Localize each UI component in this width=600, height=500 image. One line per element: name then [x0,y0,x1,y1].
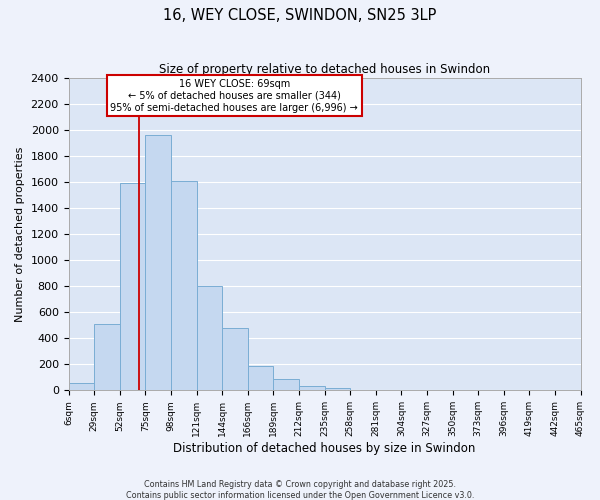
Text: 16, WEY CLOSE, SWINDON, SN25 3LP: 16, WEY CLOSE, SWINDON, SN25 3LP [163,8,437,22]
Bar [325,388,350,390]
Y-axis label: Number of detached properties: Number of detached properties [15,146,25,322]
Bar [145,136,171,390]
Bar [68,383,94,390]
Text: Contains HM Land Registry data © Crown copyright and database right 2025.
Contai: Contains HM Land Registry data © Crown c… [126,480,474,500]
Text: 16 WEY CLOSE: 69sqm
← 5% of detached houses are smaller (344)
95% of semi-detach: 16 WEY CLOSE: 69sqm ← 5% of detached hou… [110,80,358,112]
Bar [197,286,222,391]
X-axis label: Distribution of detached houses by size in Swindon: Distribution of detached houses by size … [173,442,476,455]
Bar [120,184,145,390]
Bar [274,378,299,390]
Bar [299,386,325,390]
Bar [94,324,120,390]
Bar [222,328,248,390]
Bar [171,181,197,390]
Bar [248,366,274,390]
Title: Size of property relative to detached houses in Swindon: Size of property relative to detached ho… [159,62,490,76]
